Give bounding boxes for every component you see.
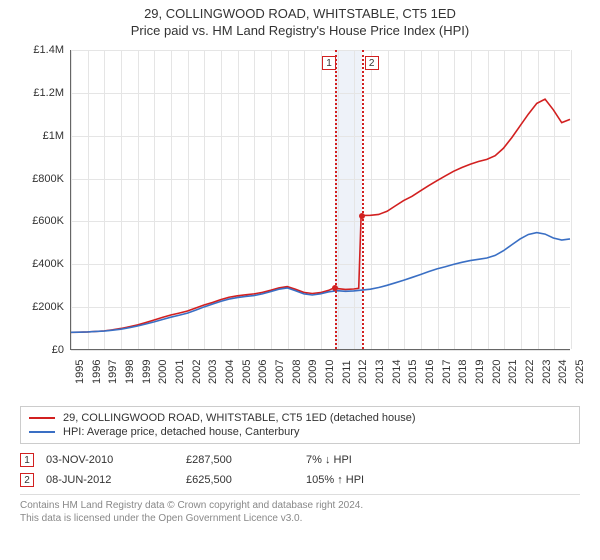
legend: 29, COLLINGWOOD ROAD, WHITSTABLE, CT5 1E… xyxy=(20,406,580,444)
event-callout: 2 xyxy=(365,56,379,70)
x-axis-label: 1998 xyxy=(124,360,136,384)
x-axis-label: 2007 xyxy=(274,360,286,384)
y-axis-label: £1.4M xyxy=(20,44,64,56)
x-axis-label: 2000 xyxy=(157,360,169,384)
x-axis-label: 2015 xyxy=(407,360,419,384)
x-axis-label: 1999 xyxy=(141,360,153,384)
price-chart: £0£200K£400K£600K£800K£1M£1.2M£1.4M 12 1… xyxy=(20,42,580,402)
event-delta: 105% ↑ HPI xyxy=(306,474,426,486)
series-subject xyxy=(71,99,570,332)
x-axis-label: 1995 xyxy=(74,360,86,384)
x-axis-label: 2003 xyxy=(207,360,219,384)
x-axis-label: 2001 xyxy=(174,360,186,384)
x-axis-label: 2009 xyxy=(307,360,319,384)
y-axis-label: £1.2M xyxy=(20,87,64,99)
x-axis-label: 2021 xyxy=(507,360,519,384)
event-callout: 1 xyxy=(322,56,336,70)
x-axis-label: 2005 xyxy=(241,360,253,384)
event-date: 08-JUN-2012 xyxy=(46,474,186,486)
price-marker xyxy=(359,213,365,219)
x-axis-label: 2025 xyxy=(574,360,586,384)
event-delta: 7% ↓ HPI xyxy=(306,454,426,466)
x-axis-label: 2014 xyxy=(391,360,403,384)
legend-item-hpi: HPI: Average price, detached house, Cant… xyxy=(29,425,571,439)
x-axis-label: 1996 xyxy=(91,360,103,384)
transactions-table: 1 03-NOV-2010 £287,500 7% ↓ HPI 2 08-JUN… xyxy=(20,450,580,490)
x-axis-label: 2024 xyxy=(557,360,569,384)
x-axis-label: 2023 xyxy=(541,360,553,384)
chart-title-line2: Price paid vs. HM Land Registry's House … xyxy=(10,23,590,38)
footer-line: Contains HM Land Registry data © Crown c… xyxy=(20,499,580,512)
x-axis-label: 2017 xyxy=(441,360,453,384)
x-axis-label: 2016 xyxy=(424,360,436,384)
footer-line: This data is licensed under the Open Gov… xyxy=(20,512,580,525)
plot-area: 12 xyxy=(70,50,570,350)
legend-item-subject: 29, COLLINGWOOD ROAD, WHITSTABLE, CT5 1E… xyxy=(29,411,571,425)
y-axis-label: £200K xyxy=(20,301,64,313)
x-axis-label: 2022 xyxy=(524,360,536,384)
x-axis-label: 2008 xyxy=(291,360,303,384)
event-marker: 1 xyxy=(20,453,34,467)
event-price: £625,500 xyxy=(186,474,306,486)
y-axis-label: £800K xyxy=(20,173,64,185)
y-axis-label: £600K xyxy=(20,215,64,227)
x-axis-label: 2004 xyxy=(224,360,236,384)
x-axis-label: 2012 xyxy=(357,360,369,384)
event-price: £287,500 xyxy=(186,454,306,466)
x-axis-label: 2006 xyxy=(257,360,269,384)
table-row: 2 08-JUN-2012 £625,500 105% ↑ HPI xyxy=(20,470,580,490)
x-axis-label: 1997 xyxy=(107,360,119,384)
chart-titles: 29, COLLINGWOOD ROAD, WHITSTABLE, CT5 1E… xyxy=(10,6,590,38)
footer-attribution: Contains HM Land Registry data © Crown c… xyxy=(20,494,580,525)
chart-title-line1: 29, COLLINGWOOD ROAD, WHITSTABLE, CT5 1E… xyxy=(10,6,590,21)
y-axis-label: £1M xyxy=(20,130,64,142)
series-hpi xyxy=(71,233,570,333)
legend-label: 29, COLLINGWOOD ROAD, WHITSTABLE, CT5 1E… xyxy=(63,412,416,424)
legend-label: HPI: Average price, detached house, Cant… xyxy=(63,426,299,438)
y-axis-label: £0 xyxy=(20,344,64,356)
table-row: 1 03-NOV-2010 £287,500 7% ↓ HPI xyxy=(20,450,580,470)
x-axis-label: 2019 xyxy=(474,360,486,384)
x-axis-label: 2020 xyxy=(491,360,503,384)
x-axis-label: 2018 xyxy=(457,360,469,384)
event-marker: 2 xyxy=(20,473,34,487)
x-axis-label: 2002 xyxy=(191,360,203,384)
x-axis-label: 2010 xyxy=(324,360,336,384)
y-axis-label: £400K xyxy=(20,258,64,270)
event-date: 03-NOV-2010 xyxy=(46,454,186,466)
x-axis-label: 2011 xyxy=(341,360,353,384)
x-axis-label: 2013 xyxy=(374,360,386,384)
